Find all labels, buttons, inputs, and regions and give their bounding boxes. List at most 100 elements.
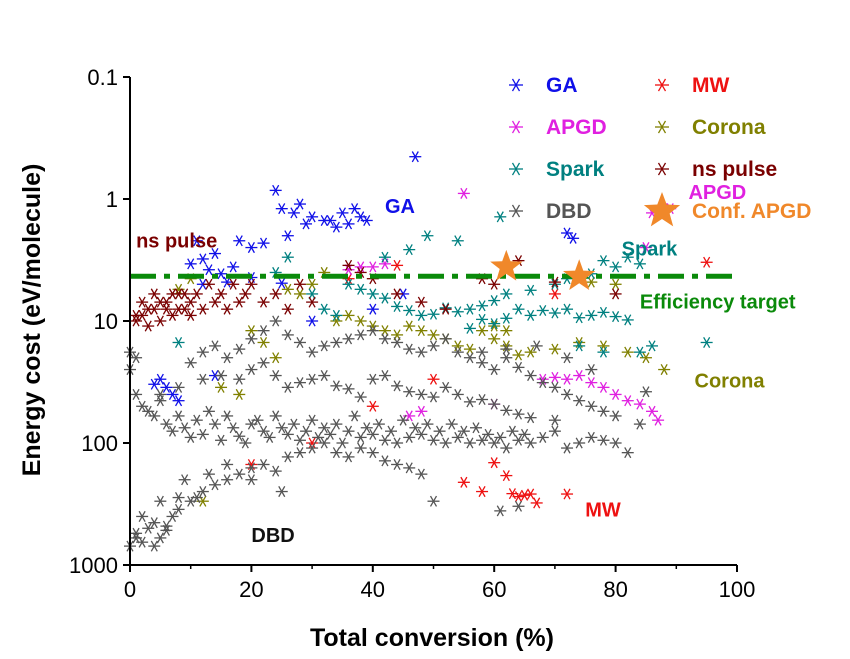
legend-marker-ns-pulse xyxy=(655,162,669,176)
data-point-ns-pulse xyxy=(148,288,161,300)
data-point-dbd xyxy=(154,395,167,407)
data-point-dbd xyxy=(330,336,343,349)
data-point-ns-pulse xyxy=(190,288,203,300)
data-point-corona xyxy=(512,349,525,361)
data-point-dbd xyxy=(494,431,507,443)
legend-item-ga: GA xyxy=(509,74,578,97)
data-point-dbd xyxy=(275,422,288,434)
data-point-corona xyxy=(548,343,561,355)
data-point-ga xyxy=(275,203,288,215)
data-point-dbd xyxy=(609,437,622,449)
data-point-ga xyxy=(567,232,580,244)
data-point-dbd xyxy=(354,391,367,403)
data-point-dbd xyxy=(500,343,513,355)
data-point-dbd xyxy=(415,346,428,358)
legend-marker-corona xyxy=(655,120,669,134)
series-dbd xyxy=(124,315,652,552)
legend-label-corona: Corona xyxy=(692,116,766,139)
data-point-corona xyxy=(354,315,367,327)
data-point-apgd xyxy=(366,261,379,273)
data-point-dbd xyxy=(512,434,525,446)
data-point-spark xyxy=(463,322,476,334)
data-point-dbd xyxy=(451,431,464,443)
data-point-ga xyxy=(233,235,246,247)
data-point-spark xyxy=(500,312,513,324)
annotation-corona: Corona xyxy=(695,370,766,392)
data-point-ns-pulse xyxy=(269,288,282,300)
data-point-dbd xyxy=(633,418,646,430)
data-point-ga xyxy=(366,303,379,315)
data-point-dbd xyxy=(281,451,294,463)
data-point-ns-pulse xyxy=(215,288,228,300)
data-point-dbd xyxy=(391,380,404,392)
data-point-dbd xyxy=(190,414,203,426)
data-point-mw xyxy=(427,373,440,385)
data-point-ga xyxy=(202,264,215,276)
data-point-dbd xyxy=(257,425,270,437)
data-point-dbd xyxy=(512,500,525,512)
data-point-dbd xyxy=(202,468,215,480)
data-point-spark xyxy=(330,309,343,321)
data-point-dbd xyxy=(536,431,549,443)
data-point-ga xyxy=(561,227,574,239)
data-point-ns-pulse xyxy=(239,288,252,300)
data-point-mw xyxy=(391,259,404,271)
data-point-corona xyxy=(639,352,652,364)
data-point-dbd xyxy=(130,527,143,539)
data-point-spark xyxy=(524,284,537,296)
data-point-dbd xyxy=(342,451,355,463)
data-point-ga xyxy=(257,237,270,249)
data-point-dbd xyxy=(548,425,561,437)
data-point-dbd xyxy=(524,437,537,449)
legend-item-apgd: APGD xyxy=(509,116,607,139)
data-point-dbd xyxy=(639,386,652,398)
data-point-dbd xyxy=(287,418,300,430)
data-point-dbd xyxy=(518,428,531,440)
data-point-dbd xyxy=(506,425,519,437)
data-point-ga xyxy=(318,214,331,227)
data-point-dbd xyxy=(257,458,270,471)
data-point-mw xyxy=(488,457,501,469)
data-point-spark xyxy=(597,255,610,267)
legend-label-spark: Spark xyxy=(546,158,605,181)
data-point-dbd xyxy=(342,425,355,437)
data-point-dbd xyxy=(476,393,489,406)
data-point-spark xyxy=(403,244,416,256)
data-point-dbd xyxy=(548,381,561,393)
legend-label-ns-pulse: ns pulse xyxy=(692,158,777,181)
data-point-apgd xyxy=(585,377,598,389)
legend-item-ns-pulse: ns pulse xyxy=(655,158,777,181)
data-point-mw xyxy=(530,497,543,509)
data-point-ns-pulse xyxy=(178,303,191,315)
data-point-dbd xyxy=(488,364,501,376)
data-point-dbd xyxy=(166,510,179,522)
data-point-dbd xyxy=(306,414,319,426)
data-point-dbd xyxy=(306,442,319,454)
data-point-corona xyxy=(451,340,464,352)
data-point-ns-pulse xyxy=(184,309,197,321)
data-point-spark xyxy=(415,309,428,321)
data-point-dbd xyxy=(208,418,221,430)
data-point-mw xyxy=(366,400,379,412)
data-point-ns-pulse xyxy=(130,315,143,327)
data-point-ns-pulse xyxy=(245,278,258,290)
data-point-conf-apgd xyxy=(563,259,596,290)
data-point-ga xyxy=(160,381,173,393)
data-point-dbd xyxy=(427,495,440,507)
data-point-dbd xyxy=(585,431,598,443)
data-point-dbd xyxy=(445,418,458,430)
series-ns-pulse xyxy=(130,255,622,332)
data-point-dbd xyxy=(293,447,306,459)
data-point-dbd xyxy=(463,437,476,449)
legend-marker-apgd xyxy=(509,120,523,134)
data-point-dbd xyxy=(324,428,337,440)
data-point-spark xyxy=(318,303,331,315)
data-point-dbd xyxy=(573,395,586,407)
data-point-dbd xyxy=(227,422,240,434)
data-point-dbd xyxy=(476,357,489,369)
series-corona xyxy=(172,266,671,507)
data-point-ns-pulse xyxy=(281,303,294,315)
data-point-dbd xyxy=(548,414,561,426)
data-point-dbd xyxy=(378,455,391,467)
